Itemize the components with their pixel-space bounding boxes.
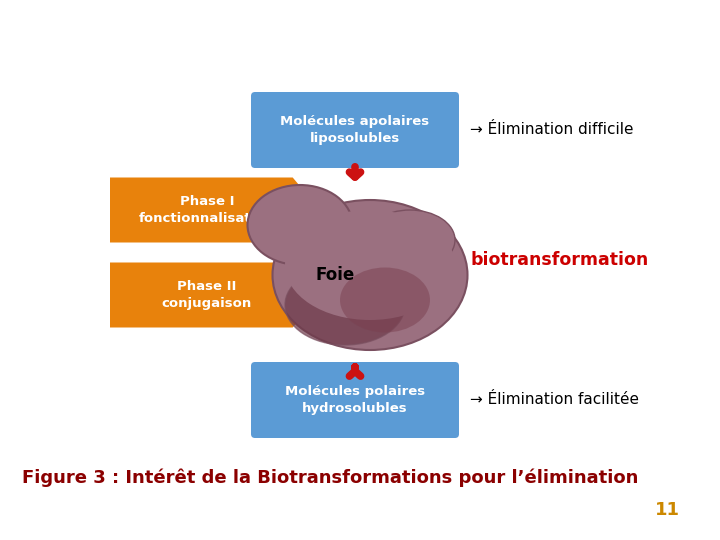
Ellipse shape [248,185,353,265]
Text: → Élimination difficile: → Élimination difficile [470,123,634,138]
Text: 11: 11 [655,501,680,519]
Ellipse shape [340,267,430,333]
Text: → Élimination facilitée: → Élimination facilitée [470,393,639,408]
Text: Foie: Foie [315,266,355,284]
Text: biotransformation: biotransformation [470,251,648,269]
Polygon shape [110,178,320,242]
Text: Phase I
fonctionnalisation: Phase I fonctionnalisation [139,195,275,225]
Text: Molécules apolaires
liposolubles: Molécules apolaires liposolubles [280,115,430,145]
FancyBboxPatch shape [251,92,459,168]
Polygon shape [110,262,320,327]
Ellipse shape [365,210,455,270]
Text: Molécules polaires
hydrosolubles: Molécules polaires hydrosolubles [285,385,425,415]
Ellipse shape [285,210,455,320]
FancyBboxPatch shape [251,362,459,438]
Text: Phase II
conjugaison: Phase II conjugaison [162,280,252,310]
Ellipse shape [285,265,405,345]
Text: Figure 3 : Intérêt de la Biotransformations pour l’élimination: Figure 3 : Intérêt de la Biotransformati… [22,469,639,487]
Ellipse shape [272,200,467,350]
